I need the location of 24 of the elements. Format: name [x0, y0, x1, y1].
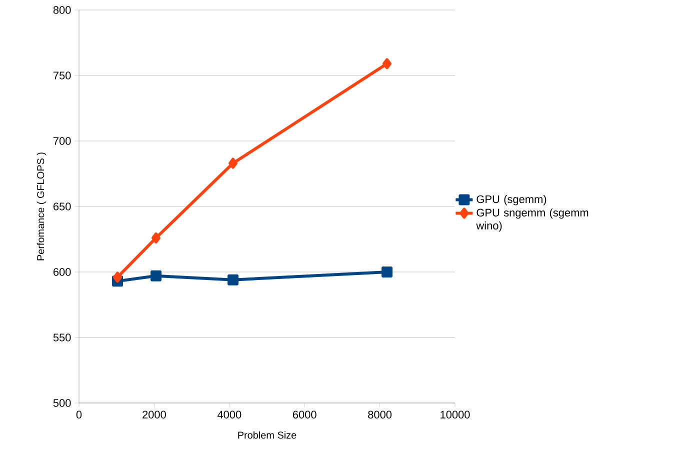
point	[152, 232, 161, 244]
point	[150, 270, 162, 282]
y-tick-label: 800	[53, 6, 71, 14]
x-tick-label: 2000	[142, 410, 166, 419]
y-tick-label: 500	[53, 399, 71, 407]
legend-label: GPU (sgemm)	[476, 195, 546, 206]
y-tick-label: 600	[54, 268, 71, 276]
point	[382, 266, 393, 278]
point	[228, 158, 238, 169]
y-tick-label: 700	[54, 137, 71, 145]
point	[382, 58, 392, 70]
y-tick-label: 550	[53, 334, 71, 342]
y-tick-label: 650	[54, 202, 71, 210]
y-tick-label: 750	[54, 72, 71, 80]
x-tick-label: 6000	[292, 410, 316, 419]
x-tick-label: 0	[76, 410, 82, 419]
legend-label: GPU sngemm (sgemm wino)	[476, 208, 588, 232]
x-tick-label: 4000	[217, 410, 242, 419]
point	[113, 272, 122, 283]
y-axis-title: Perfomance ( GFLOPS )	[36, 152, 46, 260]
x-tick-label: 10000	[440, 410, 470, 419]
point	[228, 274, 239, 286]
x-tick-label: 8000	[368, 410, 392, 419]
x-axis-title: Problem Size	[238, 431, 296, 439]
